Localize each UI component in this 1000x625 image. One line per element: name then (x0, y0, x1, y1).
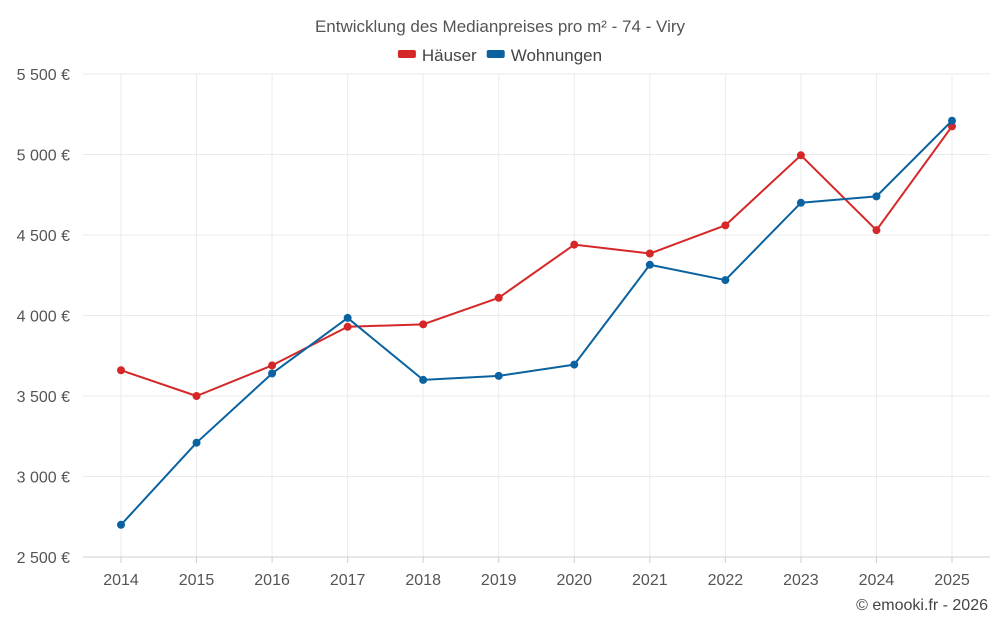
y-tick-label: 3 500 € (17, 389, 70, 406)
legend-item-1: Wohnungen (486, 46, 602, 65)
data-point (570, 240, 579, 249)
data-point (192, 438, 201, 447)
x-tick-label: 2020 (556, 572, 592, 589)
x-tick-label: 2024 (859, 572, 895, 589)
x-tick-label: 2021 (632, 572, 668, 589)
data-point (796, 198, 805, 207)
legend: Häuser Wohnungen (397, 46, 602, 65)
data-point (343, 313, 352, 322)
data-point (268, 361, 277, 370)
legend-swatch (397, 50, 416, 58)
y-tick-label: 3 000 € (17, 470, 70, 487)
grid (83, 73, 990, 557)
data-point (948, 116, 956, 125)
data-point (192, 392, 201, 400)
data-point (796, 151, 805, 160)
legend-item-0: Häuser (397, 46, 477, 65)
series-layer (117, 116, 956, 529)
chart-title: Entwicklung des Medianpreises pro m² - 7… (315, 17, 686, 36)
x-tick-label: 2022 (708, 572, 744, 589)
data-point (117, 366, 125, 375)
data-point (343, 322, 352, 331)
data-point (948, 122, 956, 131)
series-line-1 (120, 119, 953, 526)
data-point (494, 293, 503, 302)
legend-label: Häuser (422, 46, 477, 65)
x-tick-label: 2018 (405, 572, 441, 589)
axes: 2 500 € 3 000 € 3 500 € 4 000 € 4 500 € 5 000… (17, 67, 990, 589)
data-point (419, 375, 428, 384)
x-tick-label: 2025 (934, 572, 970, 589)
data-point (645, 260, 654, 269)
y-tick-label: 4 500 € (17, 228, 70, 245)
data-point (872, 192, 881, 201)
data-point (268, 369, 277, 378)
data-point (494, 371, 503, 380)
credit-text: © emooki.fr - 2026 (856, 597, 988, 614)
x-tick-label: 2016 (254, 572, 290, 589)
y-tick-label: 5 500 € (17, 67, 70, 84)
data-point (117, 520, 125, 529)
series-1 (117, 116, 956, 529)
x-tick-label: 2014 (103, 572, 139, 589)
data-point (419, 320, 428, 329)
x-tick-label: 2023 (783, 572, 819, 589)
legend-label: Wohnungen (511, 46, 602, 65)
x-tick-label: 2017 (330, 572, 366, 589)
y-tick-label: 4 000 € (17, 309, 70, 326)
series-0 (117, 122, 956, 400)
x-tick-label: 2019 (481, 572, 517, 589)
y-tick-label: 5 000 € (17, 148, 70, 165)
y-tick-label: 2 500 € (17, 550, 70, 567)
data-point (570, 360, 579, 369)
data-point (645, 249, 654, 258)
data-point (872, 226, 881, 235)
legend-swatch (486, 50, 505, 58)
series-line-0 (120, 125, 953, 397)
data-point (721, 221, 730, 230)
data-point (721, 276, 730, 285)
x-tick-label: 2015 (179, 572, 215, 589)
